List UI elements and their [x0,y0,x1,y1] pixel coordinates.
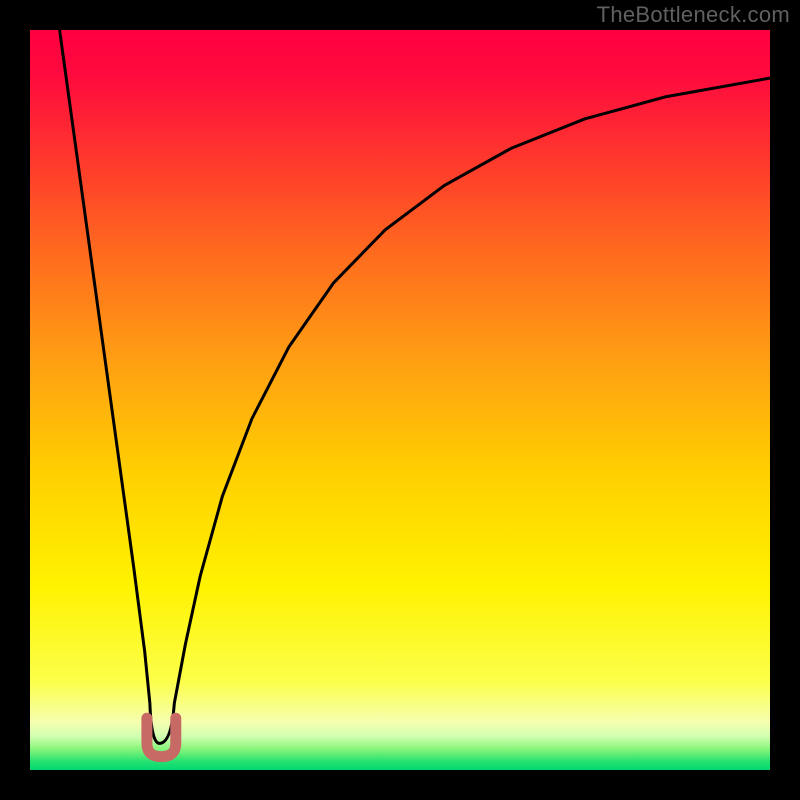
bottleneck-chart-svg [30,30,770,770]
gradient-background [30,30,770,770]
watermark-text: TheBottleneck.com [597,2,790,28]
plot-area [30,30,770,770]
chart-outer-frame: TheBottleneck.com [0,0,800,800]
